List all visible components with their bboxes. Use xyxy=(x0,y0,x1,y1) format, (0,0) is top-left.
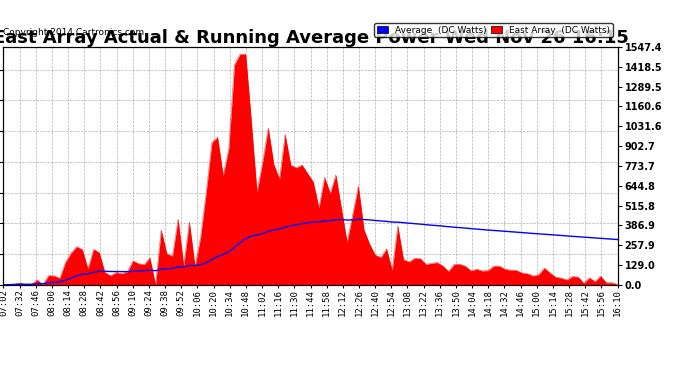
Legend: Average  (DC Watts), East Array  (DC Watts): Average (DC Watts), East Array (DC Watts… xyxy=(375,23,613,37)
Title: East Array Actual & Running Average Power Wed Nov 26 16:15: East Array Actual & Running Average Powe… xyxy=(0,29,629,47)
Text: Copyright 2014 Cartronics.com: Copyright 2014 Cartronics.com xyxy=(3,28,145,38)
